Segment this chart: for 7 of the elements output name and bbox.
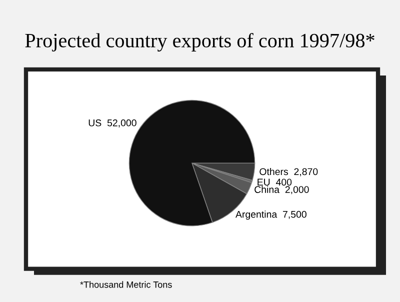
text: *Thousand Metric Tons (80, 281, 172, 288)
slice-label: US 52,000 (88, 119, 136, 128)
slice-label: Argentina 7,500 (236, 210, 306, 220)
slice-label: China 2,000 (254, 186, 309, 194)
slice-label: Others 2,870 (260, 168, 318, 176)
slice-label: EU 400 (258, 178, 292, 186)
chart-title: Projected country exports of corn 1997/98* (25, 33, 374, 52)
